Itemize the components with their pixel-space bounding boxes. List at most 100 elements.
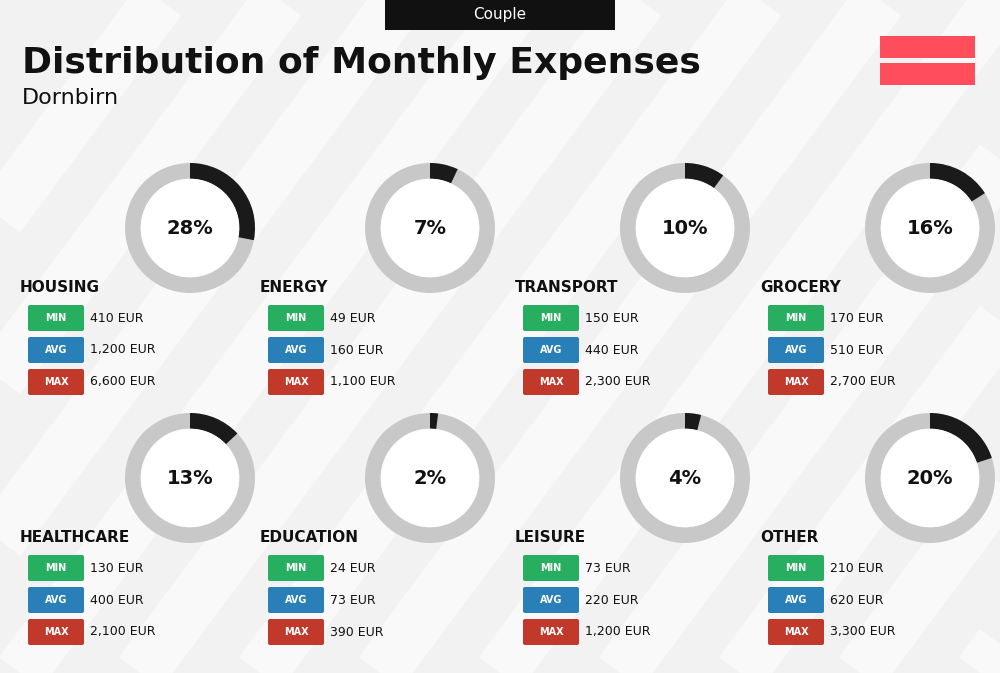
Text: 510 EUR: 510 EUR [830,343,884,357]
Circle shape [882,429,978,526]
FancyBboxPatch shape [268,305,324,331]
Wedge shape [930,163,985,201]
Text: 220 EUR: 220 EUR [585,594,639,606]
Text: Distribution of Monthly Expenses: Distribution of Monthly Expenses [22,46,701,80]
Circle shape [142,180,238,277]
FancyBboxPatch shape [523,305,579,331]
Text: 7%: 7% [414,219,446,238]
Text: OTHER: OTHER [760,530,818,546]
Text: 130 EUR: 130 EUR [90,561,144,575]
FancyBboxPatch shape [523,369,579,395]
FancyBboxPatch shape [268,619,324,645]
Wedge shape [620,413,750,543]
Text: AVG: AVG [785,595,807,605]
Text: 1,200 EUR: 1,200 EUR [585,625,650,639]
Text: 24 EUR: 24 EUR [330,561,376,575]
Text: TRANSPORT: TRANSPORT [515,281,618,295]
Text: LEISURE: LEISURE [515,530,586,546]
Text: 20%: 20% [907,468,953,487]
Wedge shape [125,413,255,543]
Text: 400 EUR: 400 EUR [90,594,144,606]
Text: AVG: AVG [540,595,562,605]
Text: 2,300 EUR: 2,300 EUR [585,376,650,388]
Text: EDUCATION: EDUCATION [260,530,359,546]
Text: 28%: 28% [167,219,213,238]
Text: ENERGY: ENERGY [260,281,328,295]
Text: 410 EUR: 410 EUR [90,312,144,324]
FancyBboxPatch shape [28,587,84,613]
FancyBboxPatch shape [268,555,324,581]
Text: 2,100 EUR: 2,100 EUR [90,625,156,639]
Text: AVG: AVG [45,345,67,355]
FancyBboxPatch shape [523,619,579,645]
Text: AVG: AVG [285,595,307,605]
Text: MIN: MIN [785,563,807,573]
Text: MAX: MAX [284,377,308,387]
Wedge shape [125,163,255,293]
Text: MAX: MAX [539,627,563,637]
Text: MIN: MIN [785,313,807,323]
Text: 4%: 4% [668,468,702,487]
Text: 620 EUR: 620 EUR [830,594,884,606]
Text: 160 EUR: 160 EUR [330,343,384,357]
Text: MIN: MIN [285,563,307,573]
Wedge shape [365,163,495,293]
Text: AVG: AVG [540,345,562,355]
Wedge shape [430,163,458,183]
FancyBboxPatch shape [523,555,579,581]
Text: 73 EUR: 73 EUR [330,594,376,606]
Wedge shape [865,163,995,293]
Text: MAX: MAX [539,377,563,387]
Text: MAX: MAX [44,377,68,387]
Text: Couple: Couple [473,7,527,22]
Wedge shape [865,413,995,543]
Text: 150 EUR: 150 EUR [585,312,639,324]
Text: 16%: 16% [907,219,953,238]
Text: 13%: 13% [167,468,213,487]
FancyBboxPatch shape [880,63,975,85]
FancyBboxPatch shape [268,369,324,395]
Wedge shape [930,413,992,463]
Text: 2,700 EUR: 2,700 EUR [830,376,896,388]
Text: 440 EUR: 440 EUR [585,343,639,357]
FancyBboxPatch shape [768,619,824,645]
Text: MAX: MAX [44,627,68,637]
FancyBboxPatch shape [768,587,824,613]
FancyBboxPatch shape [523,337,579,363]
FancyBboxPatch shape [268,587,324,613]
FancyBboxPatch shape [28,555,84,581]
Text: 6,600 EUR: 6,600 EUR [90,376,156,388]
Circle shape [882,180,978,277]
Text: MIN: MIN [45,563,67,573]
Circle shape [382,180,478,277]
Text: MIN: MIN [285,313,307,323]
Text: AVG: AVG [285,345,307,355]
Text: 10%: 10% [662,219,708,238]
Text: MIN: MIN [45,313,67,323]
Wedge shape [365,413,495,543]
Wedge shape [620,163,750,293]
FancyBboxPatch shape [768,369,824,395]
FancyBboxPatch shape [385,0,615,30]
FancyBboxPatch shape [768,305,824,331]
FancyBboxPatch shape [523,587,579,613]
FancyBboxPatch shape [768,555,824,581]
FancyBboxPatch shape [268,337,324,363]
Circle shape [382,429,478,526]
Circle shape [142,429,238,526]
Text: 73 EUR: 73 EUR [585,561,631,575]
FancyBboxPatch shape [28,369,84,395]
Wedge shape [430,413,438,429]
Text: 49 EUR: 49 EUR [330,312,376,324]
Circle shape [637,180,733,277]
FancyBboxPatch shape [768,337,824,363]
FancyBboxPatch shape [28,619,84,645]
Circle shape [637,429,733,526]
Text: 1,200 EUR: 1,200 EUR [90,343,156,357]
Text: 210 EUR: 210 EUR [830,561,884,575]
Text: 170 EUR: 170 EUR [830,312,884,324]
Text: MAX: MAX [784,627,808,637]
Wedge shape [190,163,255,240]
Text: HOUSING: HOUSING [20,281,100,295]
Wedge shape [685,163,723,188]
